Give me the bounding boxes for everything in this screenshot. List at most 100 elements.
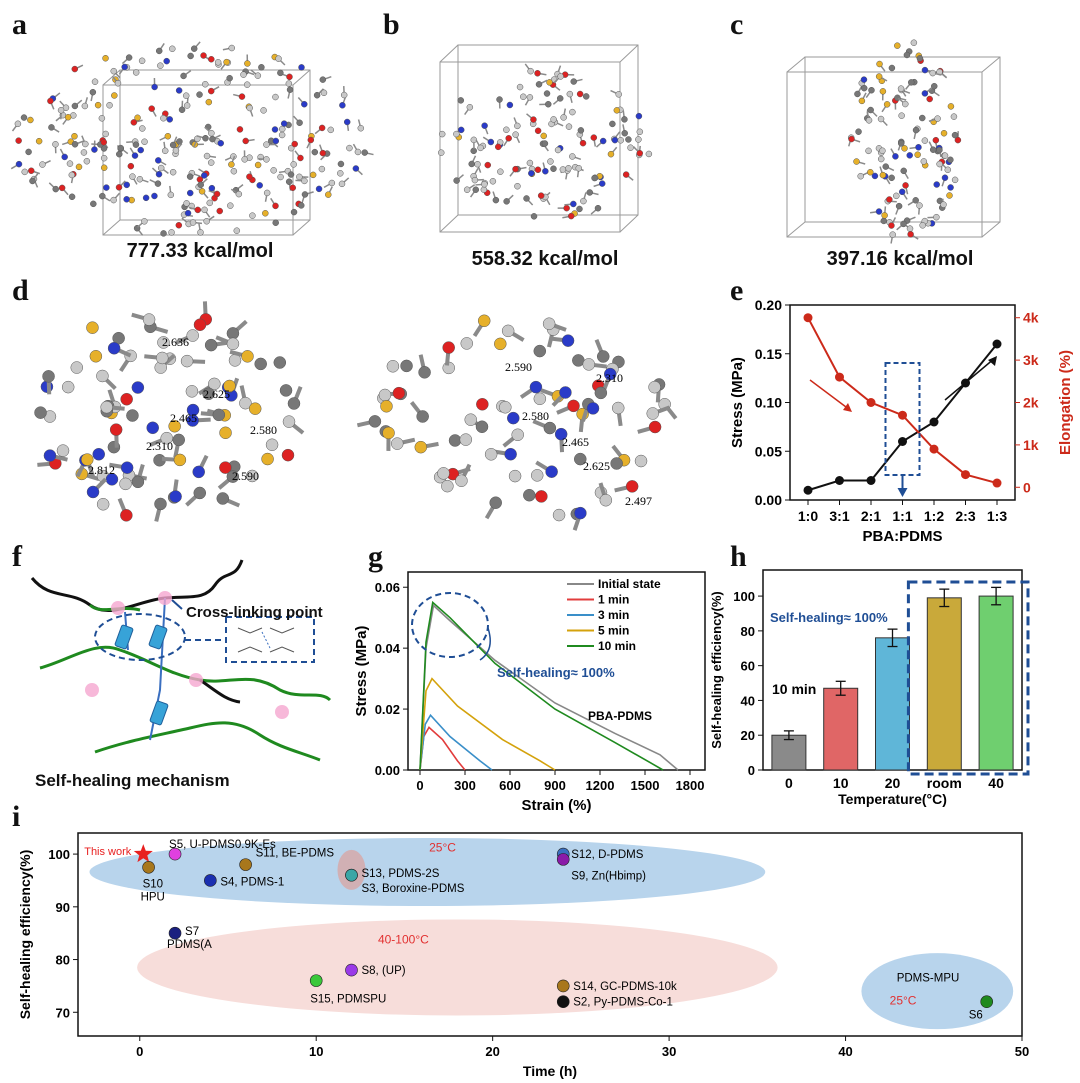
atom <box>879 171 887 179</box>
atom <box>185 385 199 398</box>
atom <box>175 221 183 229</box>
atom <box>94 101 102 109</box>
atom <box>263 156 270 163</box>
atom <box>511 428 524 442</box>
atom <box>107 341 121 355</box>
atom <box>613 107 621 114</box>
atom <box>172 147 180 154</box>
atom <box>272 93 279 101</box>
atom <box>932 136 940 144</box>
atom <box>621 116 628 123</box>
atom <box>580 197 587 205</box>
atom <box>586 189 594 196</box>
atom <box>75 163 83 171</box>
atom <box>226 74 233 82</box>
atom <box>635 112 643 120</box>
atom <box>926 95 933 103</box>
inset-chemistry <box>237 627 295 653</box>
atom <box>206 199 213 207</box>
atom <box>186 403 200 417</box>
atom <box>534 70 541 77</box>
atom <box>514 182 521 190</box>
atom <box>442 341 455 354</box>
atom <box>21 168 28 176</box>
atom <box>243 81 251 88</box>
panel-letter-f: f <box>12 540 22 573</box>
atom <box>646 407 660 420</box>
atom <box>951 176 959 184</box>
atom <box>625 136 632 143</box>
atom <box>120 392 133 406</box>
atom <box>453 130 460 138</box>
atom <box>546 79 553 86</box>
atom <box>941 174 949 181</box>
atom <box>134 114 141 122</box>
atom <box>212 408 226 422</box>
atom <box>871 172 879 180</box>
atom <box>529 380 543 394</box>
atom <box>848 135 855 143</box>
atom <box>285 80 293 87</box>
point-label: S7 <box>185 926 199 938</box>
atom <box>42 370 55 383</box>
atom <box>154 497 167 511</box>
y-tick-label: 70 <box>56 1005 70 1020</box>
atom <box>216 492 230 505</box>
atom <box>886 196 893 203</box>
atom <box>477 144 484 152</box>
atom <box>542 167 549 175</box>
atom <box>61 153 68 161</box>
atom <box>204 338 218 352</box>
data-point <box>168 926 182 940</box>
this-work-label: This work <box>84 846 132 858</box>
point-label: S6 <box>969 1010 983 1022</box>
atom <box>186 329 199 342</box>
atom <box>929 69 936 77</box>
atom <box>285 178 293 185</box>
atom <box>560 114 567 121</box>
atom <box>574 452 587 466</box>
atom <box>142 313 156 326</box>
atom <box>245 469 259 483</box>
atom <box>570 200 577 208</box>
atom <box>70 361 84 374</box>
atom <box>81 102 89 110</box>
atom <box>272 219 279 227</box>
atom <box>157 336 170 349</box>
atom <box>92 447 105 461</box>
atom <box>103 184 110 191</box>
atom <box>223 379 236 393</box>
atom <box>71 102 79 110</box>
atom <box>183 200 190 207</box>
atom <box>520 93 527 101</box>
distance-label: 2.580 <box>522 409 549 423</box>
atom <box>542 317 556 330</box>
atom <box>621 129 628 137</box>
atom <box>14 120 22 128</box>
data-point <box>556 979 570 993</box>
atom <box>39 161 46 168</box>
panel-letter-e: e <box>730 274 744 307</box>
atom <box>123 196 130 203</box>
atom <box>582 358 596 371</box>
atom <box>184 209 192 217</box>
atom <box>102 54 109 62</box>
atom <box>148 105 155 112</box>
polymer-chain <box>94 721 321 762</box>
atom <box>494 143 502 151</box>
panel-letter-a: a <box>12 8 27 41</box>
atom <box>936 146 943 154</box>
atom <box>71 65 79 73</box>
atom <box>888 222 895 229</box>
atom <box>897 85 905 92</box>
point-label: S10 <box>143 878 163 890</box>
atom <box>265 438 279 452</box>
atom <box>35 137 43 145</box>
atom <box>594 386 608 400</box>
atom <box>516 83 524 91</box>
cross-link-glow <box>85 591 289 719</box>
atom <box>127 162 135 170</box>
atom <box>898 188 906 196</box>
atom <box>254 357 267 371</box>
atom <box>320 89 328 97</box>
